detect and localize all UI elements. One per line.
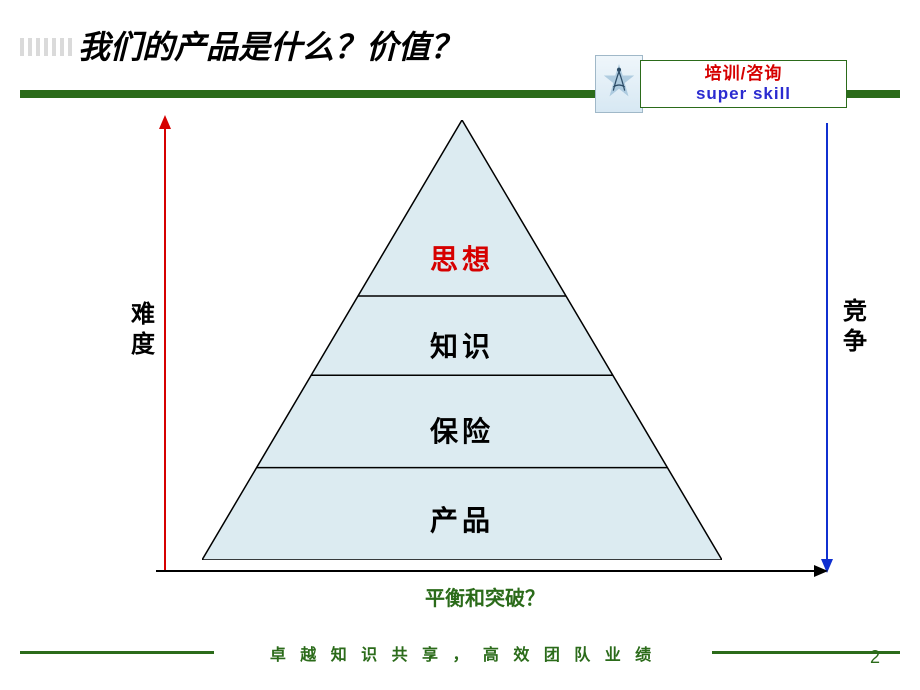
pyramid-level-label: 产品 (202, 499, 722, 539)
y-axis-label: 难度 (130, 300, 156, 360)
page-number: 2 (870, 647, 880, 668)
diagram-area: 难度 竞争 平衡和突破？ 思想知识保险产品 (120, 115, 850, 605)
x-axis-label: 平衡和突破？ (120, 582, 850, 611)
badge-line1: 培训/咨询 (705, 64, 783, 84)
right-axis-arrow (818, 123, 836, 578)
badge-line2: super skill (696, 84, 791, 104)
pyramid-level-label: 思想 (202, 238, 722, 278)
slide-title-row: 我们的产品是什么？价值？ (78, 22, 462, 68)
slide-title: 我们的产品是什么？价值？ (78, 22, 462, 68)
footer-text: 卓 越 知 识 共 享 ， 高 效 团 队 业 绩 (214, 641, 712, 664)
title-decoration (20, 38, 72, 56)
right-axis-label: 竞争 (842, 297, 868, 357)
pyramid-level-label: 知识 (202, 325, 722, 365)
pyramid-level-label: 保险 (202, 410, 722, 450)
pyramid: 思想知识保险产品 (202, 120, 722, 560)
y-axis-arrow (156, 115, 174, 570)
logo-badge (595, 55, 643, 113)
brand-badge: 培训/咨询 super skill (640, 60, 847, 108)
